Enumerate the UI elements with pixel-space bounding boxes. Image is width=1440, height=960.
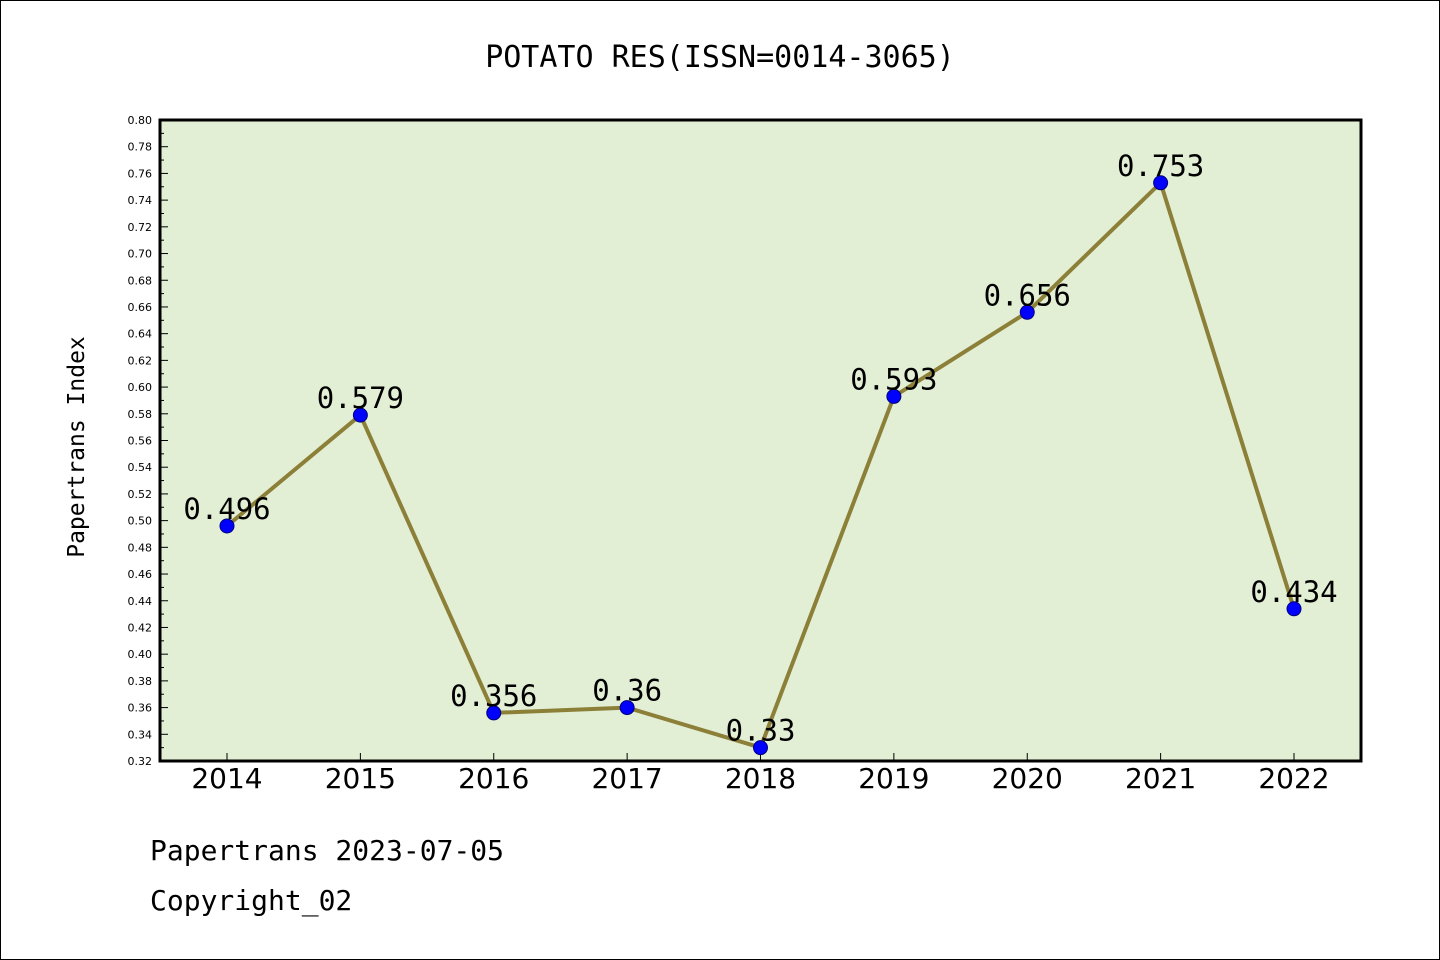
data-label: 0.593 (850, 362, 937, 396)
x-tick-label: 2020 (992, 762, 1063, 795)
y-tick-label: 0.66 (128, 301, 153, 314)
y-tick-label: 0.42 (128, 621, 153, 634)
y-tick-label: 0.46 (128, 568, 153, 581)
data-label: 0.356 (450, 679, 537, 713)
series-layer (219, 175, 1302, 756)
data-point (1153, 175, 1169, 191)
data-point (352, 407, 368, 423)
y-tick-label: 0.48 (128, 541, 153, 554)
y-axis-label: Papertrans Index (64, 336, 90, 558)
x-tick-label: 2014 (191, 762, 262, 795)
y-tick-label: 0.70 (128, 248, 153, 261)
data-point (486, 705, 502, 721)
y-tick-label: 0.60 (128, 381, 153, 394)
data-label: 0.496 (183, 492, 270, 526)
y-tick-label: 0.64 (128, 328, 153, 341)
y-tick-label: 0.72 (128, 221, 153, 234)
y-tick-label: 0.40 (128, 648, 153, 661)
y-tick-label: 0.32 (128, 755, 153, 768)
y-axis-ticks: 0.32 0.34 0.36 0.38 0.40 0.42 0.44 0.46 0.48 0.50… (128, 114, 168, 768)
x-tick-label: 2022 (1258, 762, 1329, 795)
data-point (886, 388, 902, 404)
plot-border (158, 118, 1363, 763)
x-tick-label: 2016 (458, 762, 529, 795)
x-tick-label: 2018 (725, 762, 796, 795)
data-point (619, 700, 635, 716)
y-tick-label: 0.76 (128, 167, 153, 180)
y-tick-label: 0.36 (128, 702, 153, 715)
x-tick-label: 2021 (1125, 762, 1196, 795)
data-point (219, 518, 235, 534)
data-label: 0.579 (317, 381, 404, 415)
y-tick-label: 0.34 (128, 728, 153, 741)
chart-title: POTATO RES(ISSN=0014-3065) (485, 40, 955, 75)
footer-date-text: Papertrans 2023-07-05 (150, 834, 505, 867)
y-tick-label: 0.52 (128, 488, 153, 501)
data-label: 0.656 (984, 278, 1071, 312)
data-point (1286, 601, 1302, 617)
data-label: 0.434 (1250, 575, 1337, 609)
y-tick-label: 0.50 (128, 515, 153, 528)
plot-area (160, 120, 1361, 761)
x-tick-label: 2019 (858, 762, 929, 795)
y-tick-label: 0.54 (128, 461, 153, 474)
y-tick-label: 0.58 (128, 408, 153, 421)
data-point (1019, 304, 1035, 320)
x-tick-label: 2017 (591, 762, 662, 795)
y-tick-label: 0.44 (128, 595, 153, 608)
data-labels: 0.496 0.579 0.356 0.36 0.33 0.593 0.656 0.753 0.… (183, 149, 1337, 748)
data-label: 0.753 (1117, 149, 1204, 183)
y-tick-label: 0.56 (128, 435, 153, 448)
footer-copyright-text: Copyright_02 (150, 884, 353, 917)
y-tick-label: 0.68 (128, 274, 153, 287)
y-tick-label: 0.80 (128, 114, 153, 127)
data-label: 0.36 (592, 674, 662, 708)
y-tick-label: 0.78 (128, 141, 153, 154)
x-axis-ticks: 2014 2015 2016 2017 2018 2019 2020 2021 2022 (191, 753, 1330, 795)
y-tick-label: 0.62 (128, 354, 153, 367)
data-label: 0.33 (726, 714, 796, 748)
x-tick-label: 2015 (325, 762, 396, 795)
y-tick-label: 0.38 (128, 675, 153, 688)
data-point (753, 740, 768, 756)
y-tick-label: 0.74 (128, 194, 153, 207)
